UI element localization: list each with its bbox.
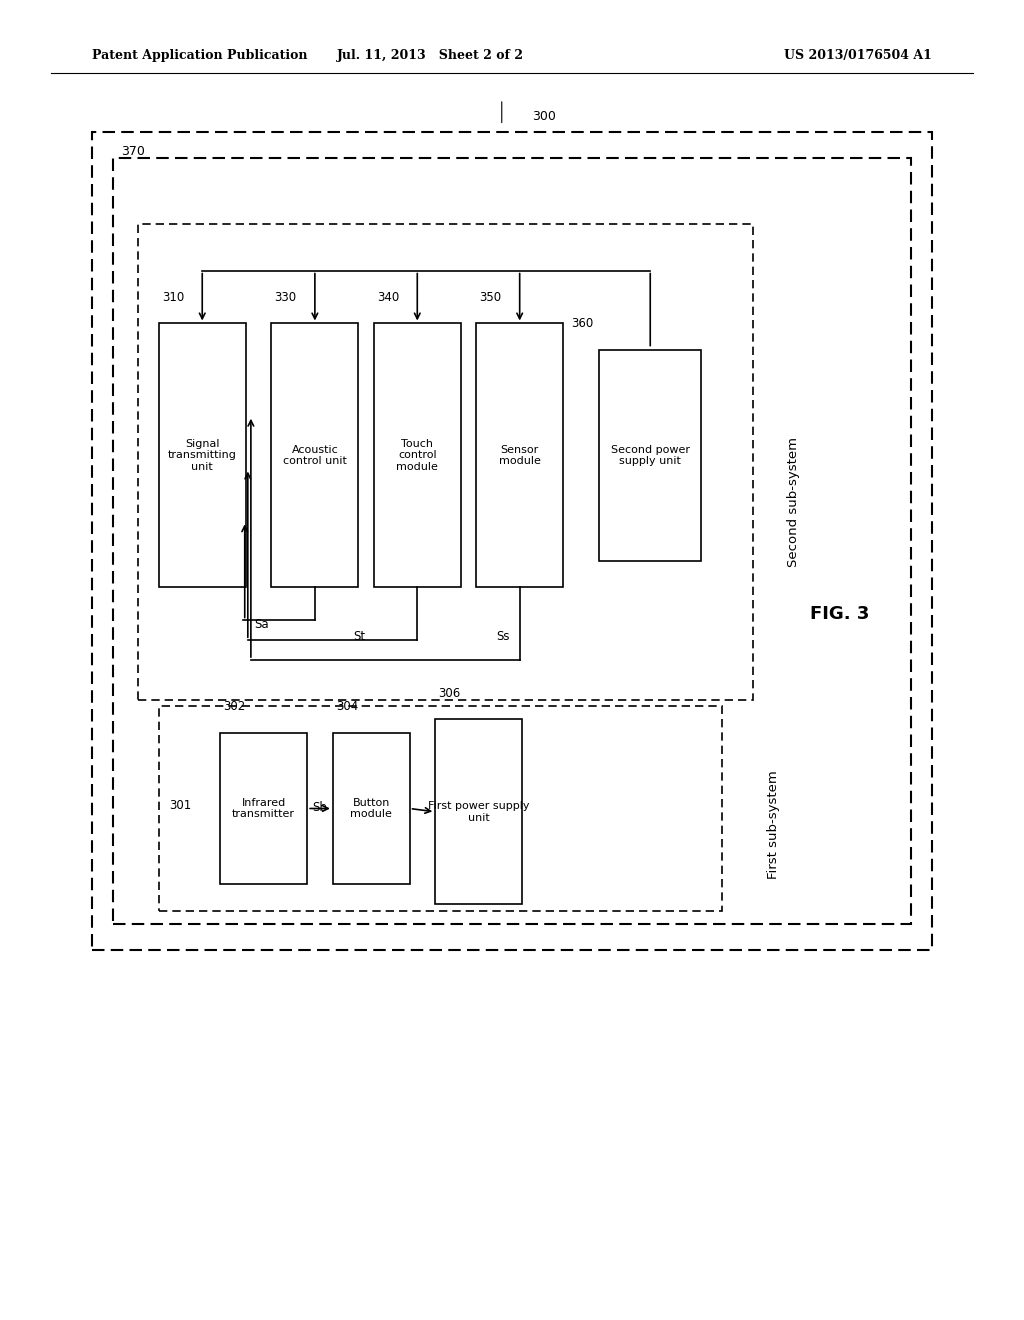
Text: 340: 340 bbox=[377, 290, 399, 304]
Text: First sub-system: First sub-system bbox=[767, 771, 779, 879]
Text: Touch
control
module: Touch control module bbox=[396, 438, 438, 473]
Text: 370: 370 bbox=[121, 145, 144, 158]
Text: 306: 306 bbox=[438, 686, 461, 700]
Text: Signal
transmitting
unit: Signal transmitting unit bbox=[168, 438, 237, 473]
Text: Second power
supply unit: Second power supply unit bbox=[610, 445, 690, 466]
Text: Sa: Sa bbox=[254, 618, 268, 631]
Text: US 2013/0176504 A1: US 2013/0176504 A1 bbox=[784, 49, 932, 62]
Text: St: St bbox=[353, 630, 366, 643]
Text: Second sub-system: Second sub-system bbox=[787, 437, 800, 566]
Text: Button
module: Button module bbox=[350, 797, 392, 820]
Text: Ss: Ss bbox=[497, 630, 510, 643]
Text: 350: 350 bbox=[479, 290, 502, 304]
Text: Patent Application Publication: Patent Application Publication bbox=[92, 49, 307, 62]
Text: 304: 304 bbox=[336, 700, 358, 713]
Text: Acoustic
control unit: Acoustic control unit bbox=[283, 445, 347, 466]
Text: 300: 300 bbox=[532, 110, 556, 123]
Text: 330: 330 bbox=[274, 290, 297, 304]
Text: 310: 310 bbox=[162, 290, 184, 304]
Text: 360: 360 bbox=[571, 317, 594, 330]
Text: 301: 301 bbox=[169, 799, 191, 812]
Text: Sensor
module: Sensor module bbox=[499, 445, 541, 466]
Text: Infrared
transmitter: Infrared transmitter bbox=[232, 797, 295, 820]
Text: First power supply
unit: First power supply unit bbox=[428, 801, 529, 822]
Text: Sb: Sb bbox=[312, 801, 328, 814]
Text: 302: 302 bbox=[223, 700, 246, 713]
Text: FIG. 3: FIG. 3 bbox=[810, 605, 869, 623]
Text: Jul. 11, 2013   Sheet 2 of 2: Jul. 11, 2013 Sheet 2 of 2 bbox=[337, 49, 523, 62]
